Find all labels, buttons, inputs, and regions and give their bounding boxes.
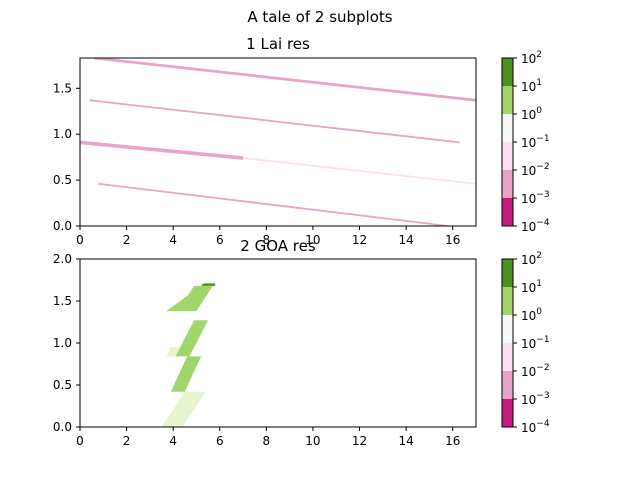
- y-tick-label: 1.5: [53, 294, 72, 308]
- x-tick-label: 14: [398, 233, 413, 247]
- x-tick-label: 8: [263, 233, 271, 247]
- x-tick-label: 10: [305, 434, 320, 448]
- y-tick-label: 0.0: [53, 219, 72, 233]
- colorbar-tick-label: 102: [521, 50, 542, 66]
- colorbar-1: 102 101 100 10−1 10−2 10−3 10−4: [501, 50, 550, 234]
- x-tick-label: 2: [123, 233, 131, 247]
- x-tick-label: 10: [305, 233, 320, 247]
- colorbar-tick-label: 10−2: [521, 363, 550, 379]
- y-tick-label: 0.0: [53, 420, 72, 434]
- contour-patch-7: [170, 356, 202, 392]
- subplot-2-frame: [79, 258, 477, 428]
- subplot-1-plot-area: [80, 58, 476, 226]
- colorbar-tick-label: 101: [521, 78, 542, 94]
- x-tick-label: 16: [445, 434, 460, 448]
- contour-patch-8: [161, 391, 206, 427]
- contour-band-5: [98, 182, 448, 226]
- colorbar-tick-label: 10−4: [521, 218, 550, 234]
- colorbar-tick-label: 100: [521, 106, 542, 122]
- x-tick-label: 6: [216, 434, 224, 448]
- x-tick-label: 14: [398, 434, 413, 448]
- x-tick-label: 16: [445, 233, 460, 247]
- x-tick-label: 2: [123, 434, 131, 448]
- colorbar-segment: [502, 371, 513, 399]
- subplot-1-lai-res: 1 Lai res 0 2 4 6 8 10 12 14 16 0.0 0.5 1.0 1.5: [53, 35, 477, 247]
- colorbar-tick-label: 10−3: [521, 391, 550, 407]
- colorbar-tick-label: 100: [521, 307, 542, 323]
- colorbar-segment: [502, 198, 513, 226]
- colorbar-segment: [502, 287, 513, 315]
- y-tick-label: 0.5: [53, 378, 72, 392]
- figure-suptitle: A tale of 2 subplots: [247, 8, 392, 26]
- y-tick-label: 1.0: [53, 127, 72, 141]
- colorbar-tick-label: 10−3: [521, 190, 550, 206]
- colorbar-tick-label: 10−1: [521, 335, 550, 351]
- subplot-2-x-ticks: 0 2 4 6 8 10 12 14 16: [76, 427, 460, 448]
- x-tick-label: 4: [169, 233, 177, 247]
- colorbar-segment: [502, 399, 513, 427]
- contour-band-1: [94, 58, 476, 102]
- colorbar-segment-top: [502, 259, 513, 287]
- x-tick-label: 12: [352, 233, 367, 247]
- colorbar-segment: [502, 343, 513, 371]
- subplot-2-title: 2 GOA res: [240, 237, 316, 255]
- colorbar-tick-label: 10−2: [521, 162, 550, 178]
- subplot-1-y-ticks: 0.0 0.5 1.0 1.5: [53, 81, 80, 233]
- x-tick-label: 6: [216, 233, 224, 247]
- x-tick-label: 12: [352, 434, 367, 448]
- contour-patch-4: [201, 283, 216, 286]
- colorbar-tick-label: 102: [521, 251, 542, 267]
- y-tick-label: 0.5: [53, 173, 72, 187]
- colorbar-segment: [502, 142, 513, 170]
- subplot-1-x-ticks: 0 2 4 6 8 10 12 14 16: [76, 226, 460, 247]
- contour-band-2: [89, 99, 460, 144]
- subplot-1-frame: [79, 57, 477, 227]
- colorbar-segment: [502, 114, 513, 142]
- contour-patch-3: [166, 285, 213, 312]
- y-tick-label: 2.0: [53, 252, 72, 266]
- contour-patch-5: [175, 320, 209, 357]
- x-tick-label: 8: [263, 434, 271, 448]
- colorbar-tick-label: 10−1: [521, 134, 550, 150]
- x-tick-label: 0: [76, 233, 84, 247]
- colorbar-segment: [502, 170, 513, 198]
- x-tick-label: 4: [169, 434, 177, 448]
- colorbar-segment: [502, 86, 513, 114]
- colorbar-tick-label: 101: [521, 279, 542, 295]
- y-tick-label: 1.5: [53, 81, 72, 95]
- x-tick-label: 0: [76, 434, 84, 448]
- subplot-2-y-ticks: 0.0 0.5 1.0 1.5 2.0: [53, 252, 80, 434]
- colorbar-segment-top: [502, 58, 513, 86]
- subplot-2-goa-res: 0 2 4 6 8 10 12 14 16 0.0 0.5 1.0 1.5 2.0 2 GOA res: [53, 237, 477, 448]
- subplot-2-plot-area: [161, 283, 216, 427]
- colorbar-tick-label: 10−4: [521, 419, 550, 435]
- subplot-1-title: 1 Lai res: [246, 35, 310, 53]
- y-tick-label: 1.0: [53, 336, 72, 350]
- colorbar-2: 102 101 100 10−1 10−2 10−3 10−4: [501, 251, 550, 435]
- contour-patch-6: [166, 347, 181, 357]
- contour-band-4: [243, 157, 476, 185]
- contour-band-3: [80, 140, 244, 160]
- colorbar-segment: [502, 315, 513, 343]
